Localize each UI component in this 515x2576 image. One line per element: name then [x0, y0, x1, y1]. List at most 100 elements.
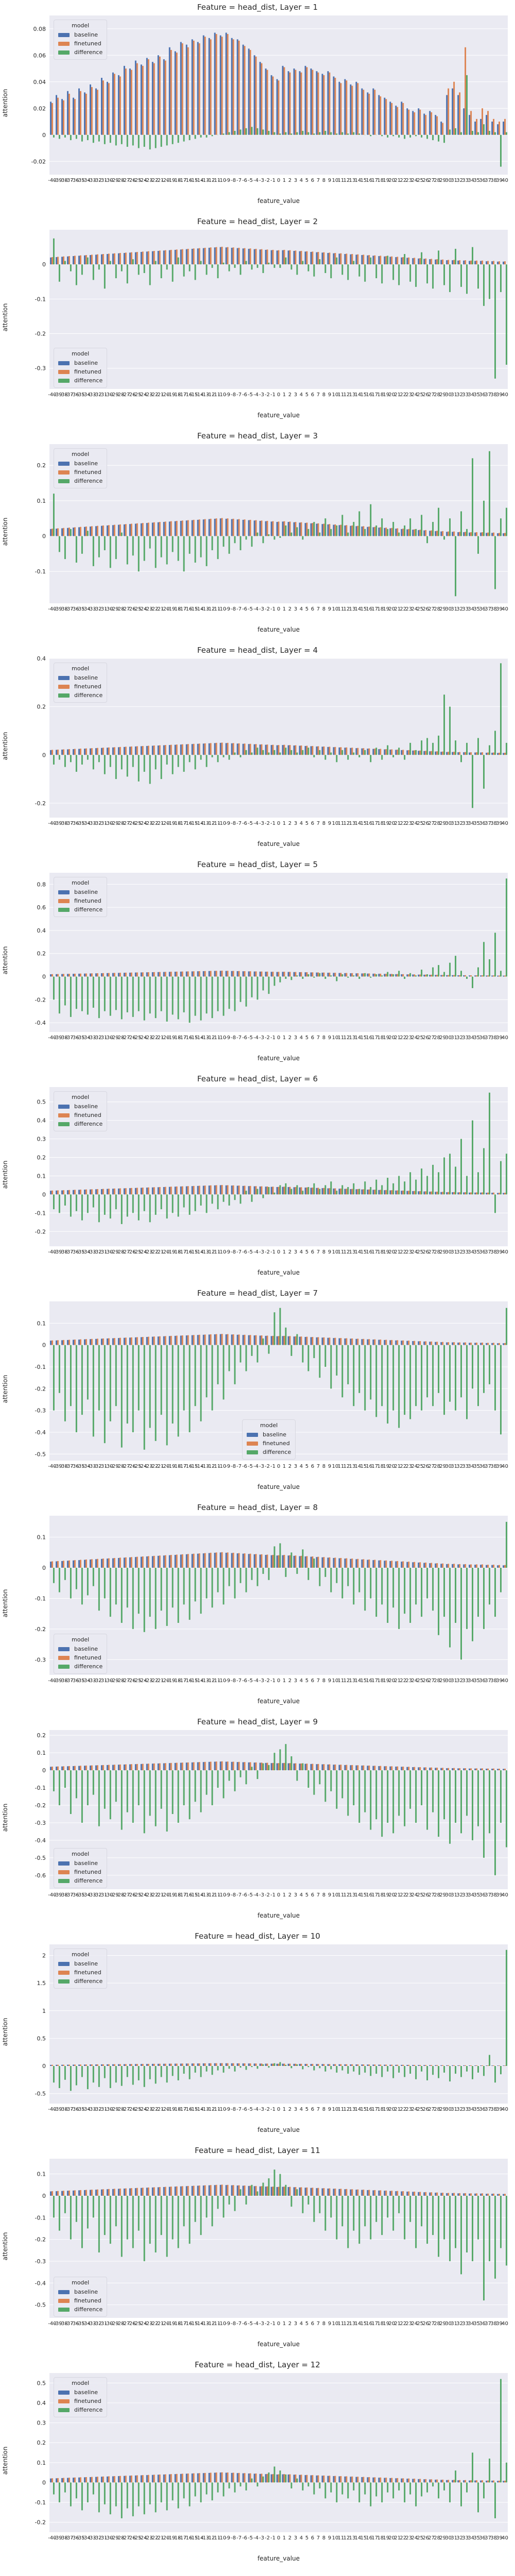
x-tick-label: 36 [479, 1035, 486, 1041]
bar-finetuned [102, 525, 104, 536]
x-tick-label: -21 [156, 1464, 164, 1469]
bar-baseline [214, 1761, 216, 1771]
bar-finetuned [52, 1766, 53, 1771]
x-tick-label: -30 [105, 1464, 113, 1469]
x-tick-label: -3 [259, 2535, 264, 2541]
x-tick-label: 17 [371, 1249, 378, 1255]
x-tick-label: 21 [394, 1464, 401, 1469]
bar-difference [336, 525, 338, 536]
x-tick-label: 17 [371, 1678, 378, 1684]
bar-difference [154, 1568, 157, 1629]
x-tick-label: 38 [490, 1892, 497, 1898]
bar-baseline [497, 753, 499, 755]
x-tick-label: 35 [473, 821, 480, 826]
bar-finetuned [295, 1187, 297, 1195]
bar-difference [307, 2482, 310, 2487]
y-tick-label: 0 [42, 1767, 46, 1774]
bar-baseline [491, 2065, 493, 2066]
bar-finetuned [289, 972, 291, 977]
bar-finetuned [255, 1554, 257, 1568]
bar-difference [58, 755, 60, 760]
bar-baseline [219, 35, 221, 135]
bar-baseline [310, 1337, 312, 1345]
x-tick-label: 37 [485, 1464, 491, 1469]
bar-baseline [333, 253, 335, 265]
bar-difference [466, 75, 468, 135]
bar-baseline [429, 259, 431, 265]
bar-finetuned [436, 2065, 438, 2066]
legend-entry: finetuned [58, 1968, 102, 1977]
x-tick-label: 0 [277, 1035, 280, 1041]
bar-difference [279, 2174, 281, 2196]
bar-finetuned [210, 743, 212, 755]
bar-baseline [423, 530, 425, 536]
bar-finetuned [482, 108, 484, 135]
bar-baseline [350, 84, 352, 135]
bar-finetuned [113, 747, 115, 755]
bar-difference [324, 264, 327, 273]
bar-baseline [440, 1768, 442, 1771]
bar-finetuned [272, 744, 274, 755]
bar-baseline [372, 1560, 374, 1568]
bar-baseline [95, 973, 97, 977]
x-tick-label: -2 [265, 1249, 270, 1255]
bar-finetuned [232, 743, 234, 755]
x-tick-label: 40 [502, 1249, 508, 1255]
legend-swatch [58, 1878, 70, 1883]
x-tick-label: 4 [300, 392, 303, 398]
bar-baseline [435, 259, 437, 265]
bar-finetuned [414, 258, 416, 265]
bar-difference [256, 1568, 259, 1586]
x-tick-label: -22 [150, 392, 158, 398]
bar-finetuned [266, 971, 268, 977]
x-tick-label: 8 [322, 2107, 325, 2112]
x-tick-label: -5 [248, 1249, 253, 1255]
x-tick-label: 28 [434, 2535, 440, 2541]
bar-finetuned [57, 2191, 59, 2196]
x-tick-label: 11 [337, 1678, 344, 1684]
bar-finetuned [91, 2064, 93, 2066]
bar-difference [104, 1770, 106, 1809]
bar-finetuned [295, 1763, 297, 1771]
bar-finetuned [329, 2476, 331, 2483]
legend-entry: baseline [58, 2287, 102, 2296]
chart-title: Feature = head_dist, Layer = 8 [197, 1503, 318, 1512]
bar-difference [364, 2482, 366, 2495]
bar-finetuned [125, 524, 127, 536]
bar-finetuned [102, 2189, 104, 2196]
bar-baseline [361, 2477, 363, 2483]
x-tick-label: 5 [305, 1464, 308, 1469]
bar-finetuned [476, 2065, 478, 2066]
x-tick-label: -8 [231, 2107, 236, 2112]
bar-difference [347, 2195, 349, 2248]
x-tick-label: 2 [288, 1249, 291, 1255]
bar-finetuned [448, 531, 450, 536]
bar-finetuned [357, 2189, 359, 2196]
bar-baseline [123, 65, 125, 135]
bar-difference [347, 264, 349, 280]
bar-baseline [202, 2063, 204, 2066]
x-tick-label: 38 [490, 821, 497, 826]
bar-difference [290, 264, 293, 270]
bar-baseline [180, 2186, 182, 2196]
bar-finetuned [181, 1762, 183, 1771]
x-tick-label: 11 [337, 2535, 344, 2541]
x-tick-label: 28 [434, 606, 440, 612]
bar-difference [92, 1345, 94, 1437]
bar-difference [149, 536, 151, 549]
bar-baseline [73, 1190, 74, 1195]
bar-baseline [265, 2063, 267, 2066]
bar-difference [443, 1345, 445, 1415]
x-tick-label: -1 [270, 2107, 276, 2112]
bar-baseline [474, 2480, 476, 2483]
bar-difference [183, 2482, 185, 2499]
bar-finetuned [79, 749, 81, 755]
x-tick-label: 34 [468, 392, 474, 398]
bar-difference [313, 1770, 315, 1795]
bar-baseline [231, 2472, 233, 2483]
bar-baseline [435, 751, 437, 755]
bar-baseline [401, 2478, 403, 2483]
bar-finetuned [210, 2185, 212, 2196]
x-tick-label: -14 [195, 606, 203, 612]
bar-difference [336, 133, 338, 135]
